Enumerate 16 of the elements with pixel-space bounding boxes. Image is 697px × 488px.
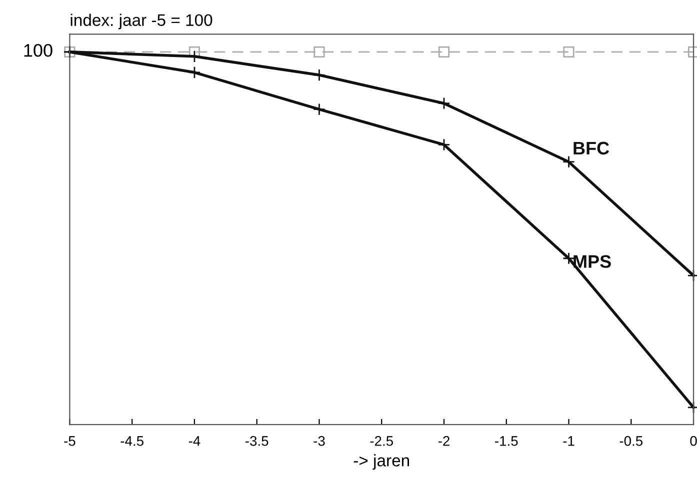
- x-tick-label: -5: [64, 436, 76, 446]
- x-tick-label: -2.5: [370, 436, 393, 446]
- x-tick-label: -3: [314, 436, 325, 446]
- x-tick-label: -4: [188, 436, 200, 446]
- series-label: BFC: [574, 142, 610, 155]
- series-label: MPS: [574, 255, 611, 268]
- x-tick-label: -3.5: [245, 436, 268, 446]
- annotation: 100: [24, 44, 52, 57]
- x-tick-label: -1.5: [495, 436, 518, 446]
- x-axis-title: -> jaren: [354, 454, 410, 470]
- x-tick-label: -4.5: [120, 436, 144, 446]
- x-tick-label: 0: [690, 436, 697, 446]
- x-tick-label: -1: [563, 436, 574, 446]
- chart-title: index: jaar -5 = 100: [70, 14, 212, 30]
- x-tick-label: -0.5: [620, 436, 643, 446]
- x-tick-label: -2: [438, 436, 450, 446]
